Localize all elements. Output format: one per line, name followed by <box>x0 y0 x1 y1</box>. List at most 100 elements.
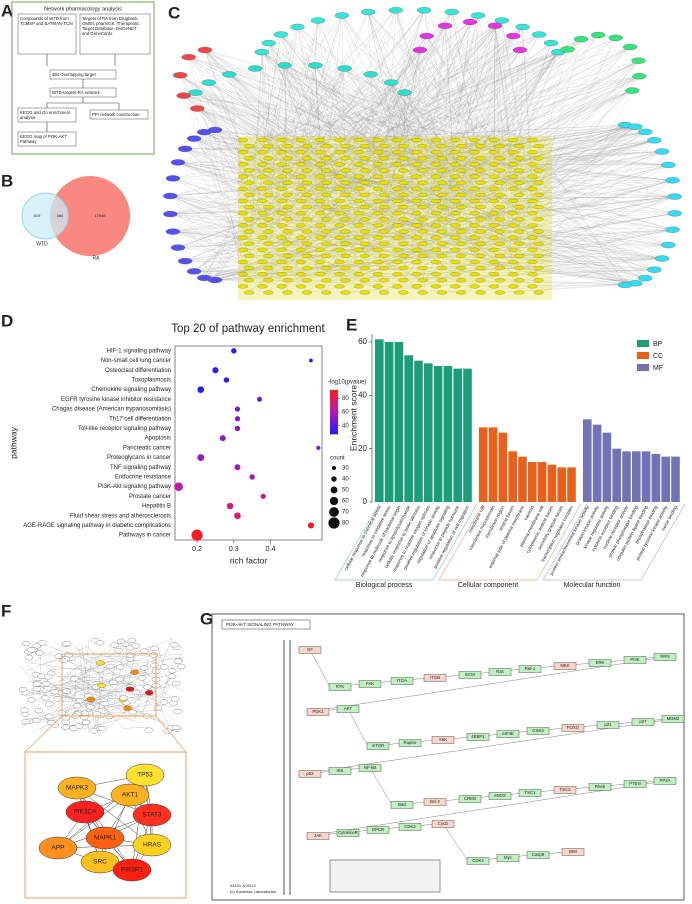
network-node <box>527 186 538 191</box>
network-node <box>359 144 370 149</box>
dot <box>174 482 183 491</box>
ppi-node <box>123 705 132 711</box>
kegg-gene-label: MDM2 <box>667 716 680 721</box>
network-edge <box>268 65 316 220</box>
network-edge <box>306 213 675 269</box>
y-tick-label: Pancreatic cancer <box>123 445 171 451</box>
network-node <box>514 253 525 258</box>
network-hub <box>384 79 399 86</box>
network-node <box>417 278 428 283</box>
network-edge <box>532 244 669 263</box>
ppi-edge <box>25 672 158 697</box>
network-node <box>372 235 384 240</box>
network-node <box>508 162 519 167</box>
network-node <box>508 284 519 289</box>
ppi-node <box>69 725 78 731</box>
network-node <box>436 217 448 222</box>
network-edge <box>364 140 655 220</box>
network-edge <box>261 52 462 183</box>
kegg-footer: 04151 3/20/19 <box>230 883 256 888</box>
network-edge <box>364 60 639 293</box>
network-edge <box>214 268 520 281</box>
network-node <box>488 150 500 155</box>
network-node <box>276 259 287 265</box>
network-node <box>469 235 480 240</box>
network-node <box>417 229 428 234</box>
network-edge <box>345 126 636 293</box>
network-edge <box>248 10 396 159</box>
network-node <box>514 156 525 161</box>
ppi-node <box>177 663 186 669</box>
bar <box>567 467 576 502</box>
ppi-node <box>86 704 95 710</box>
ppi-node <box>53 696 62 702</box>
network-hub <box>487 22 503 29</box>
ppi-node <box>128 709 137 715</box>
network-node <box>398 156 409 161</box>
network-edge <box>513 261 636 284</box>
size-label: 70 <box>342 510 349 516</box>
colorbar-cell <box>330 404 338 407</box>
network-node <box>469 284 480 289</box>
network-edge <box>214 268 404 281</box>
ppi-node <box>41 695 50 701</box>
network-edge <box>444 25 481 195</box>
kegg-gene-label: Raf-1 <box>525 666 536 671</box>
ppi-edge <box>45 666 114 719</box>
y-tick-label: Hepatitis B <box>142 504 171 510</box>
ppi-edge <box>67 677 157 721</box>
network-edge <box>455 76 640 287</box>
ppi-edge <box>25 638 174 694</box>
flow-text: Compounds of WTD from TCMSP and BATMAN-TC… <box>20 16 73 26</box>
network-node <box>450 259 461 265</box>
network-edge <box>315 65 321 189</box>
network-edge <box>397 76 640 177</box>
network-hub <box>416 7 432 14</box>
network-edge <box>242 76 640 141</box>
kegg-gene-label: CDK4 <box>472 858 484 863</box>
dot <box>234 416 241 422</box>
network-node <box>469 137 480 143</box>
network-node <box>533 156 544 161</box>
ppi-node <box>42 681 51 687</box>
colorbar-cell <box>330 432 338 435</box>
network-edge <box>397 21 471 189</box>
network-node <box>359 229 370 234</box>
network-edge <box>378 10 425 165</box>
ppi-node <box>160 664 169 670</box>
ppi-node <box>172 724 181 730</box>
network-node <box>295 247 307 252</box>
network-node <box>411 272 422 277</box>
network-hub <box>178 257 193 265</box>
network-edge <box>395 10 417 141</box>
dot <box>191 529 203 541</box>
network-node <box>436 205 448 210</box>
network-node <box>301 192 313 197</box>
ppi-node <box>32 681 42 687</box>
legend-label: MF <box>653 365 663 372</box>
kegg-gene <box>358 764 382 772</box>
kegg-gene <box>623 656 647 664</box>
network-edge <box>326 20 503 220</box>
dot <box>231 348 237 354</box>
network-edge <box>364 82 392 171</box>
network-edge <box>416 90 633 153</box>
network-hub <box>515 23 530 31</box>
network-edge <box>368 11 423 171</box>
network-node <box>469 211 480 216</box>
network-node <box>450 174 461 179</box>
network-edge <box>229 74 423 159</box>
network-node <box>527 137 538 143</box>
colorbar-label: 80 <box>342 396 349 402</box>
network-node <box>436 241 448 246</box>
network-edge <box>370 74 533 202</box>
network-edge <box>364 126 636 159</box>
network-node <box>533 217 544 222</box>
network-edge <box>180 75 244 141</box>
network-node <box>450 137 461 143</box>
y-tick-label: Osteoclast differentiation <box>105 368 171 374</box>
network-edge <box>255 68 539 220</box>
network-edge <box>538 194 646 279</box>
network-edge <box>183 95 520 147</box>
network-edge <box>368 11 417 189</box>
